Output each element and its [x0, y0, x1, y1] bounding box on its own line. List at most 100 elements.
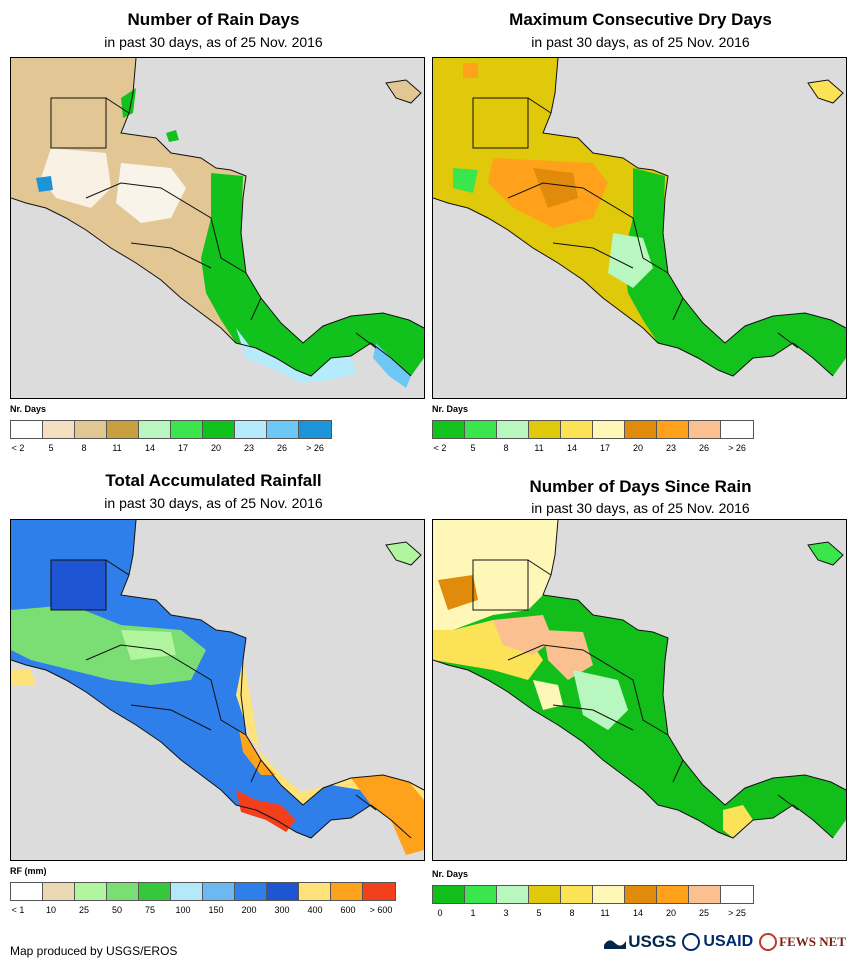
legend-tick-label: 75: [144, 905, 156, 915]
legend-tick-label: 14: [144, 443, 156, 453]
legend-tick-label: 25: [698, 908, 710, 918]
legend-tick-label: 17: [599, 443, 611, 453]
legend-tick-label: 23: [243, 443, 255, 453]
legend-tick-label: 20: [665, 908, 677, 918]
legend-swatch: [593, 421, 625, 438]
legend-bar: [432, 420, 754, 439]
legend-swatch: [497, 886, 529, 903]
legend-tick-label: 0: [437, 908, 443, 918]
legend-swatch: [267, 421, 299, 438]
legend-swatch: [497, 421, 529, 438]
legend-swatch: [43, 883, 75, 900]
legend-swatch: [299, 883, 331, 900]
usaid-logo: USAID: [682, 933, 753, 951]
fews-net-logo-text: FEWS NET: [779, 934, 846, 949]
legend-swatch: [529, 421, 561, 438]
legend-tick-label: 26: [698, 443, 710, 453]
legend-tick-label: 10: [45, 905, 57, 915]
legend-tick-label: > 25: [728, 908, 746, 918]
logo-strip: USGS USAID FEWS NET: [604, 932, 846, 952]
legend-swatch: [721, 886, 753, 903]
legend-swatch: [107, 883, 139, 900]
legend-swatch: [75, 421, 107, 438]
legend-swatch: [171, 421, 203, 438]
credit-text: Map produced by USGS/EROS: [10, 944, 178, 958]
legend-swatch: [171, 883, 203, 900]
legend-tick-label: 8: [503, 443, 509, 453]
legend-tick-label: 26: [276, 443, 288, 453]
legend-tick-label: < 2: [11, 443, 25, 453]
border-lines: [433, 58, 846, 377]
legend-unit: RF (mm): [10, 866, 47, 876]
legend-ticks: < 1 10 25 50 75 100 150 200 300 400 600 > 600: [10, 905, 412, 917]
legend-swatch: [139, 883, 171, 900]
legend-tick-label: 5: [48, 443, 54, 453]
legend-swatch: [465, 421, 497, 438]
legend-tick-label: 3: [503, 908, 509, 918]
legend-tick-label: 23: [665, 443, 677, 453]
legend-swatch: [203, 883, 235, 900]
panel-title: Maximum Consecutive Dry Days: [509, 10, 772, 29]
legend-tick-label: 600: [340, 905, 356, 915]
legend-tick-label: 8: [81, 443, 87, 453]
legend-tick-label: > 600: [369, 905, 393, 915]
legend-swatch: [331, 883, 363, 900]
legend-tick-label: 150: [208, 905, 224, 915]
panel-subtitle: in past 30 days, as of 25 Nov. 2016: [531, 34, 750, 50]
panel-rain-days: Number of Rain Days in past 30 days, as …: [0, 0, 427, 470]
legend-swatch: [561, 886, 593, 903]
border-lines: [11, 58, 424, 377]
legend-tick-label: 400: [307, 905, 323, 915]
legend-tick-label: 8: [569, 908, 575, 918]
legend-unit: Nr. Days: [432, 869, 469, 879]
legend-bar: [432, 885, 754, 904]
legend-swatch: [625, 886, 657, 903]
map-days-since-rain: [432, 519, 847, 861]
legend-tick-label: 200: [241, 905, 257, 915]
map-rain-days: [10, 57, 425, 399]
map-total-rainfall: [10, 519, 425, 861]
legend-tick-label: 25: [78, 905, 90, 915]
border-lines: [433, 520, 846, 839]
legend-tick-label: < 1: [11, 905, 25, 915]
legend-swatch: [433, 886, 465, 903]
legend-tick-label: 11: [112, 443, 122, 453]
land-layer: [11, 520, 424, 855]
usaid-logo-text: USAID: [703, 933, 754, 950]
legend-swatch: [11, 421, 43, 438]
legend-tick-label: > 26: [306, 443, 324, 453]
legend-swatch: [203, 421, 235, 438]
panel-title: Number of Rain Days: [127, 10, 300, 29]
usgs-wave-icon: [604, 940, 627, 949]
legend-swatch: [43, 421, 75, 438]
legend-swatch: [529, 886, 561, 903]
legend-swatch: [689, 886, 721, 903]
legend-tick-label: 1: [470, 908, 476, 918]
usgs-logo-text: USGS: [628, 932, 677, 951]
legend-swatch: [625, 421, 657, 438]
legend-swatch: [299, 421, 331, 438]
legend-tick-label: 20: [210, 443, 222, 453]
legend-swatch: [11, 883, 43, 900]
legend-tick-label: 17: [177, 443, 189, 453]
land-layer: [433, 520, 846, 838]
border-lines: [11, 520, 424, 839]
panel-total-rainfall: Total Accumulated Rainfall in past 30 da…: [0, 465, 427, 935]
legend-swatch: [721, 421, 753, 438]
legend-swatch: [107, 421, 139, 438]
legend-swatch: [235, 883, 267, 900]
fews-net-logo: FEWS NET: [759, 933, 846, 951]
legend-swatch: [657, 886, 689, 903]
legend-swatch: [465, 886, 497, 903]
fews-net-ring-icon: [759, 933, 778, 951]
legend-tick-label: < 2: [433, 443, 447, 453]
legend-ticks: < 2 5 8 11 14 17 20 23 26 > 26: [10, 443, 340, 455]
legend-swatch: [267, 883, 299, 900]
legend-unit: Nr. Days: [432, 404, 469, 414]
legend-bar: [10, 882, 396, 901]
legend-swatch: [363, 883, 395, 900]
legend-tick-label: 5: [536, 908, 542, 918]
legend-swatch: [561, 421, 593, 438]
legend-ticks: < 2 5 8 11 14 17 20 23 26 > 26: [432, 443, 762, 455]
legend-ticks: 0 1 3 5 8 11 14 20 25 > 25: [432, 908, 762, 920]
